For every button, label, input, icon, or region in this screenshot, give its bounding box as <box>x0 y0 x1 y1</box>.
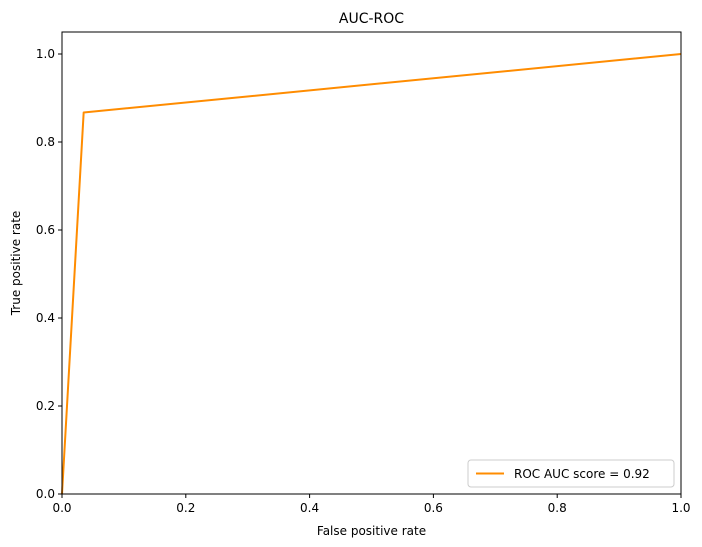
y-tick-label: 0.4 <box>36 311 55 325</box>
x-axis-ticks: 0.0 0.2 0.4 0.6 0.8 1.0 <box>52 494 691 515</box>
legend: ROC AUC score = 0.92 <box>467 459 675 488</box>
x-tick-label: 1.0 <box>671 501 690 515</box>
x-tick-label: 0.2 <box>176 501 195 515</box>
plot-area <box>61 53 682 495</box>
x-tick-label: 0.4 <box>300 501 319 515</box>
chart-title: AUC-ROC <box>339 11 404 27</box>
axes-frame <box>61 31 682 495</box>
y-axis-label: True positive rate <box>9 211 23 317</box>
y-tick-label: 0.6 <box>36 223 55 237</box>
y-tick-label: 1.0 <box>36 47 55 61</box>
legend-label: ROC AUC score = 0.92 <box>514 467 650 481</box>
x-tick-label: 0.6 <box>424 501 443 515</box>
y-tick-label: 0.2 <box>36 399 55 413</box>
y-tick-label: 0.8 <box>36 135 55 149</box>
x-tick-label: 0.8 <box>548 501 567 515</box>
y-axis-ticks: 0.0 0.2 0.4 0.6 0.8 1.0 <box>36 47 62 501</box>
legend-box <box>467 459 675 488</box>
y-tick-label: 0.0 <box>36 487 55 501</box>
x-axis-label: False positive rate <box>317 524 426 538</box>
x-tick-label: 0.0 <box>52 501 71 515</box>
roc-curve-line <box>61 53 682 495</box>
